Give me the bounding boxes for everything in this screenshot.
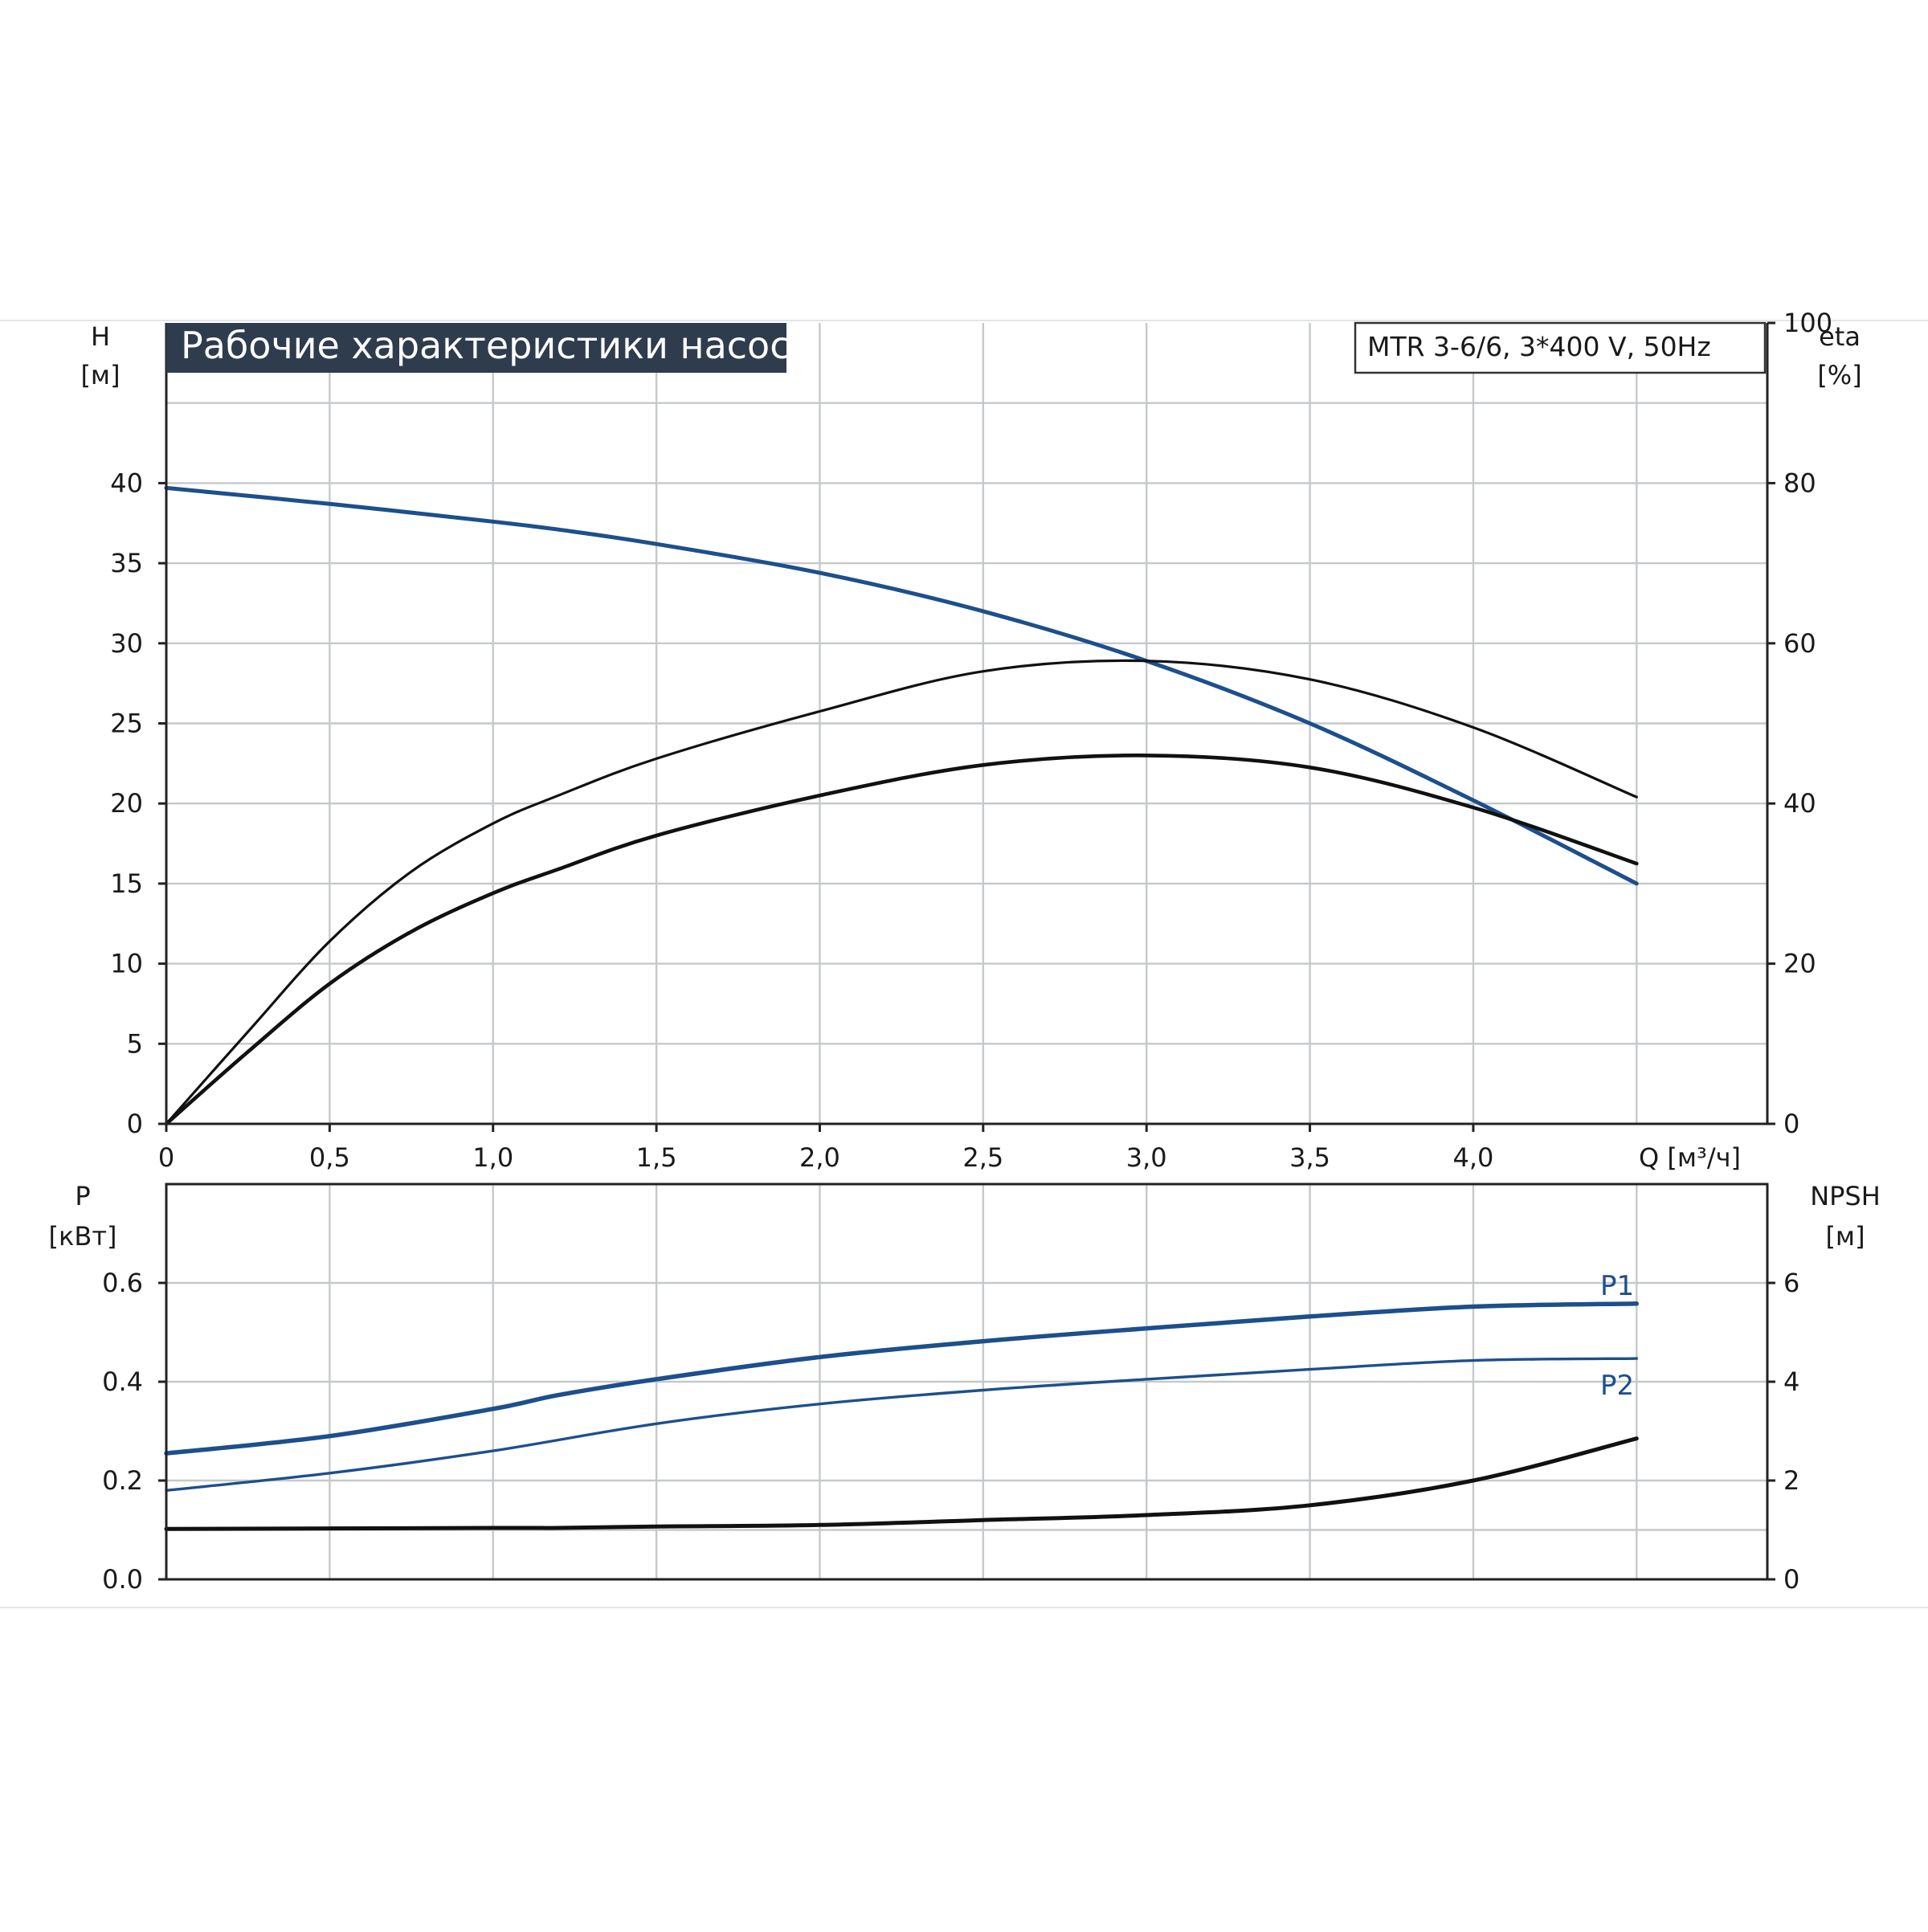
- y-left-unit-p: [кВт]: [49, 1221, 117, 1252]
- series-line-2: [165, 659, 1638, 1125]
- bottom-series-layer: [164, 1301, 1640, 1531]
- y-left-tick-label: 0: [127, 1109, 143, 1139]
- x-tick-label: 2,5: [962, 1142, 1003, 1173]
- chart-title: Рабочие характеристики насоса: [181, 324, 813, 367]
- y-right-tick-label: 0: [1783, 1564, 1799, 1595]
- y-left-tick-label: 30: [110, 628, 143, 659]
- y-right-tick-label: 6: [1783, 1268, 1799, 1298]
- y-left-tick-label: 5: [127, 1028, 143, 1059]
- y-right-unit-npsh: [м]: [1825, 1221, 1865, 1252]
- y-left-label-h: H: [91, 321, 110, 352]
- y-right-tick-label: 20: [1783, 949, 1816, 979]
- x-tick-label: 1,0: [472, 1142, 513, 1173]
- y-right-label-npsh: NPSH: [1810, 1181, 1881, 1211]
- title-background: [166, 323, 786, 373]
- y-right-tick-label: 40: [1783, 788, 1816, 819]
- y-right-tick-label: 0: [1783, 1109, 1799, 1139]
- y-right-tick-label: 100: [1783, 308, 1832, 338]
- y-left-tick-label: 0.0: [102, 1564, 143, 1595]
- y-left-tick-label: 0.4: [102, 1366, 143, 1397]
- y-left-tick-label: 0.2: [102, 1465, 143, 1496]
- y-right-tick-label: 60: [1783, 628, 1816, 659]
- series-line-1: [164, 485, 1639, 886]
- x-tick-label: 3,0: [1126, 1142, 1167, 1173]
- top-series-layer: [164, 485, 1639, 1126]
- series-line-3: [164, 1436, 1639, 1531]
- series-line-2: [165, 1357, 1638, 1492]
- model-label: MTR 3-6/6, 3*400 V, 50Hz: [1367, 331, 1711, 362]
- x-axis-label: Q [м³/ч]: [1639, 1142, 1741, 1173]
- x-tick-label: 3,5: [1289, 1142, 1330, 1173]
- top-tick-labels: 0 5 10 15 20 25 30 35 40 0 20 40 60 80 100 0 0,5 1,0 1,5 2,…: [110, 308, 1832, 1173]
- y-left-label-p: P: [75, 1181, 90, 1211]
- y-left-tick-label: 15: [110, 868, 143, 899]
- x-tick-label: 0,5: [309, 1142, 350, 1173]
- series-line-3: [164, 754, 1639, 1126]
- x-tick-label: 1,5: [636, 1142, 677, 1173]
- x-tick-label: 4,0: [1452, 1142, 1493, 1173]
- y-left-unit-h: [м]: [80, 360, 120, 390]
- y-left-tick-label: 10: [110, 949, 143, 979]
- x-tick-label: 2,0: [799, 1142, 840, 1173]
- model-label-box: [1354, 321, 1767, 374]
- y-right-tick-label: 4: [1783, 1366, 1799, 1397]
- top-gridlines: [166, 323, 1767, 1124]
- y-right-tick-label: 80: [1783, 468, 1816, 498]
- series-line-1: [164, 1301, 1640, 1456]
- y-left-tick-label: 35: [110, 548, 143, 578]
- y-left-tick-label: 40: [110, 468, 143, 498]
- series-label-p2: P2: [1600, 1370, 1634, 1402]
- bottom-gridlines: [166, 1184, 1767, 1579]
- y-left-tick-label: 25: [110, 709, 143, 739]
- y-left-tick-label: 0.6: [102, 1268, 143, 1298]
- series-label-p1: P1: [1600, 1270, 1634, 1302]
- x-tick-label: 0: [158, 1142, 174, 1173]
- y-right-label-eta: eta: [1819, 321, 1861, 352]
- y-right-unit-eta: [%]: [1817, 360, 1861, 390]
- y-left-tick-label: 20: [110, 788, 143, 819]
- bottom-tick-labels: 0.0 0.2 0.4 0.6 0 2 4 6: [102, 1268, 1799, 1595]
- y-right-tick-label: 2: [1783, 1465, 1799, 1496]
